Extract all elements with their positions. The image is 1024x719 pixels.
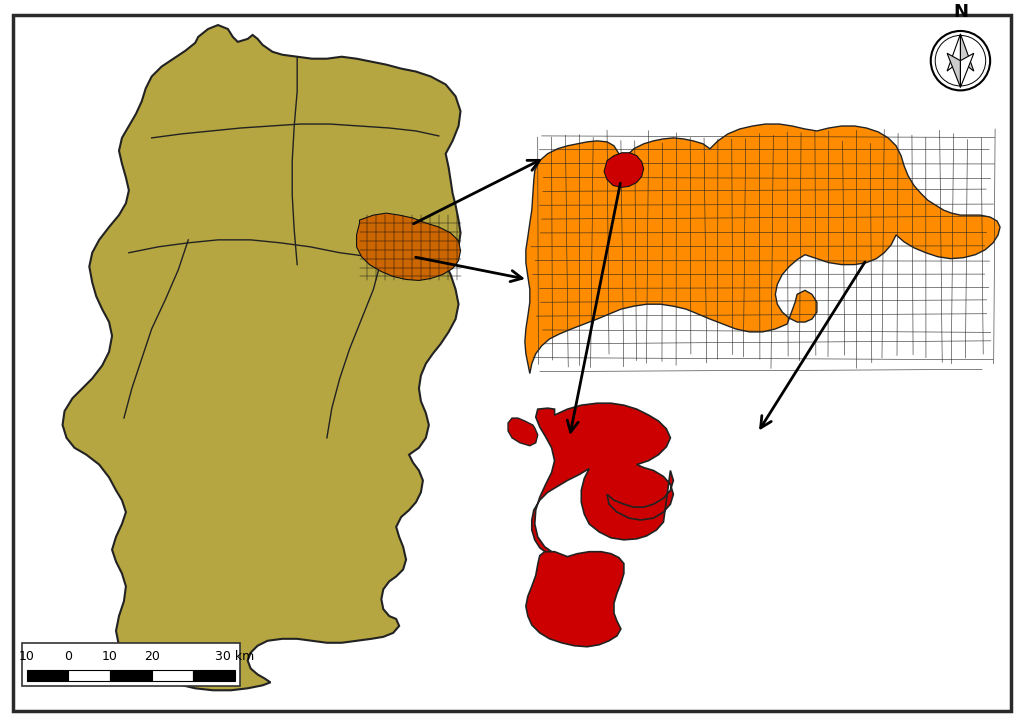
Bar (27, 669, 69, 682)
Text: 0: 0 (65, 649, 73, 663)
Polygon shape (508, 418, 538, 446)
Text: 30 km: 30 km (215, 649, 254, 663)
Polygon shape (947, 34, 961, 71)
Polygon shape (604, 152, 644, 188)
Bar (152, 669, 194, 682)
Text: 10: 10 (19, 649, 35, 663)
Bar (69, 669, 110, 682)
Polygon shape (525, 124, 1000, 373)
Polygon shape (526, 551, 624, 646)
Polygon shape (62, 25, 461, 690)
Text: N: N (953, 3, 968, 21)
Bar (110, 669, 152, 682)
Text: 20: 20 (143, 649, 160, 663)
Polygon shape (356, 213, 461, 280)
Bar (194, 669, 234, 682)
Bar (22, 643, 240, 687)
Polygon shape (961, 53, 974, 88)
Polygon shape (961, 34, 974, 71)
Polygon shape (947, 53, 961, 88)
Text: 10: 10 (102, 649, 118, 663)
Polygon shape (531, 403, 674, 559)
